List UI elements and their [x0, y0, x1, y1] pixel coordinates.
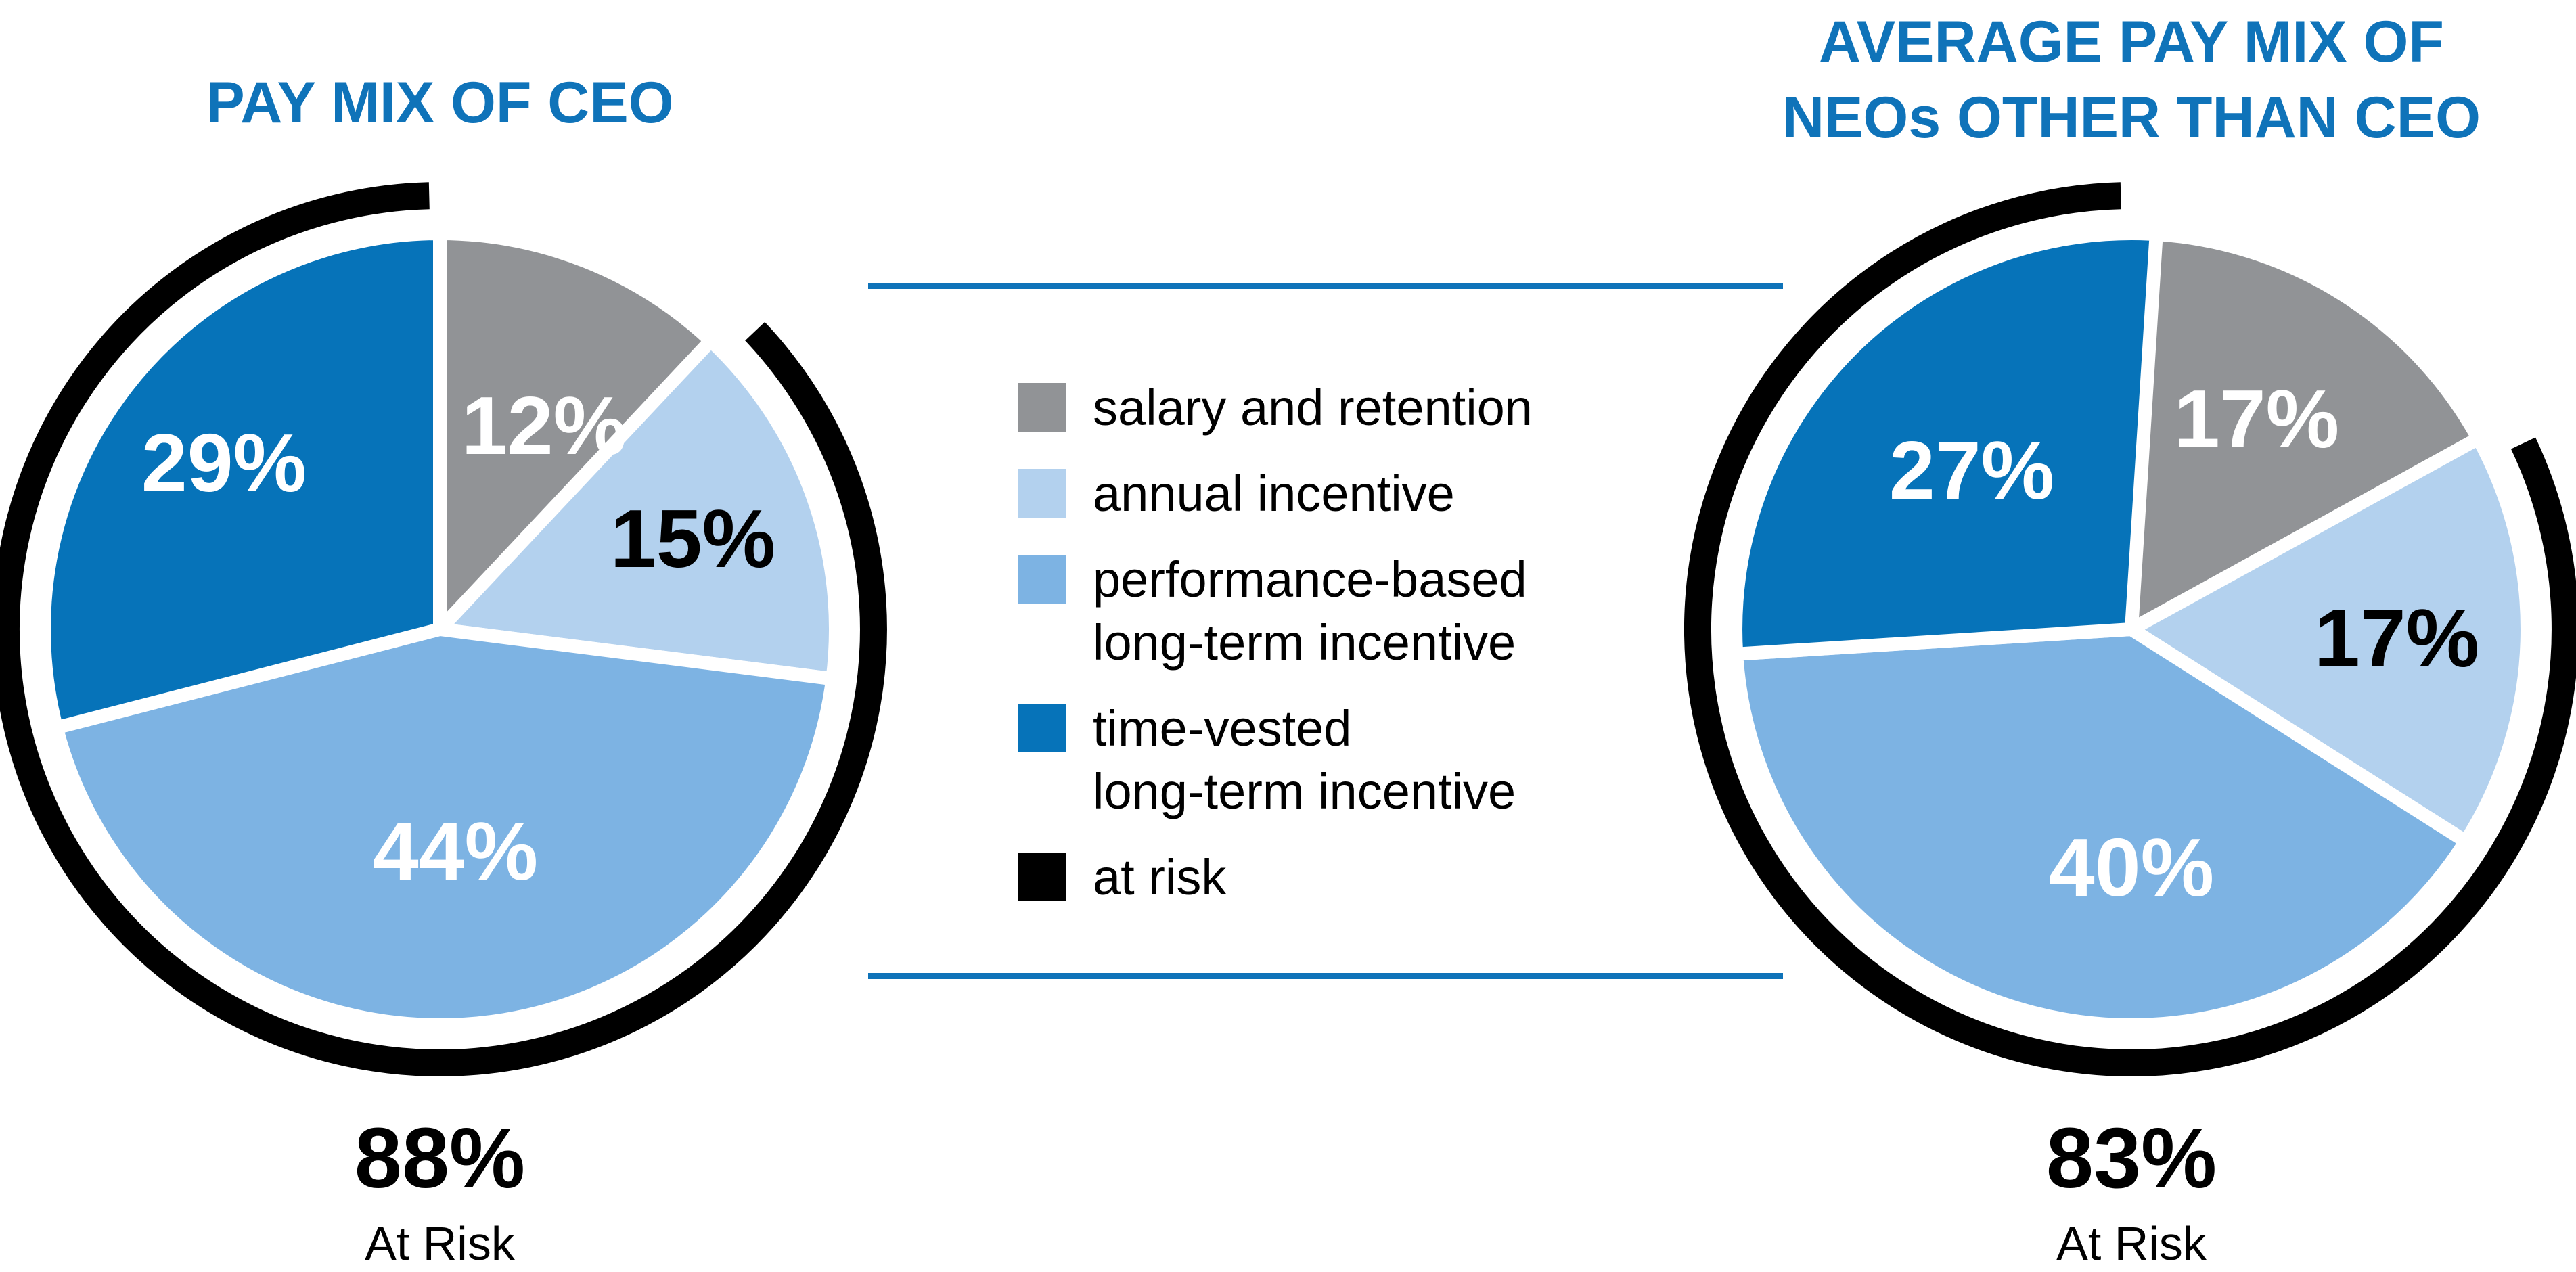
legend-swatch [1018, 704, 1066, 752]
slice-label: 29% [141, 417, 307, 509]
ceo-pie-chart: 12% 15% 44% 29% [0, 182, 887, 1076]
legend-item: salary and retention [1018, 376, 1533, 439]
at-risk-caption: At Risk [2056, 1217, 2207, 1270]
ceo-at-risk-summary: 88% At Risk [0, 1115, 887, 1272]
neo-chart-title: AVERAGE PAY MIX OF NEOs OTHER THAN CEO [1684, 4, 2576, 156]
pie-slice [433, 227, 718, 636]
at-risk-ring [0, 182, 887, 1076]
legend: salary and retention annual incentive perf… [1018, 376, 1533, 909]
at-risk-caption: At Risk [365, 1217, 515, 1270]
pie-slice [49, 622, 840, 1032]
legend-swatch [1018, 469, 1066, 518]
pie-slice [2125, 432, 2534, 848]
pie-slice [37, 227, 447, 735]
legend-label: salary and retention [1093, 380, 1533, 436]
legend-top-rule [868, 283, 1783, 289]
legend-label: performance-based long-term incentive [1093, 551, 1527, 671]
legend-label: annual incentive [1093, 465, 1455, 522]
slice-label: 17% [2314, 592, 2479, 684]
slice-label: 15% [610, 493, 775, 585]
slice-label: 17% [2174, 373, 2339, 465]
slice-label: 12% [461, 380, 627, 472]
slice-label: 27% [1889, 424, 2054, 516]
pie-slice [1730, 622, 2472, 1032]
slice-label: 44% [373, 805, 538, 897]
at-risk-ring [1684, 182, 2576, 1076]
slice-label: 40% [2049, 821, 2214, 913]
ceo-chart-title: PAY MIX OF CEO [0, 65, 887, 141]
legend-item: annual incentive [1018, 462, 1533, 525]
legend-swatch [1018, 555, 1066, 604]
legend-swatch [1018, 383, 1066, 432]
title-line: PAY MIX OF CEO [206, 70, 674, 135]
legend-item: time-vested long-term incentive [1018, 697, 1533, 823]
legend-item: performance-based long-term incentive [1018, 548, 1533, 674]
legend-bottom-rule [868, 973, 1783, 979]
at-risk-percent: 83% [2046, 1110, 2217, 1206]
neo-at-risk-summary: 83% At Risk [1684, 1115, 2576, 1272]
legend-label: at risk [1093, 849, 1227, 905]
neo-pie-chart: 17% 17% 40% 27% [1684, 182, 2576, 1076]
at-risk-percent: 88% [354, 1110, 526, 1206]
pie-slice [433, 334, 842, 686]
legend-item: at risk [1018, 846, 1533, 909]
legend-label: time-vested long-term incentive [1093, 700, 1516, 819]
pie-slice [2125, 227, 2485, 636]
pie-slice [1729, 227, 2163, 661]
title-line: NEOs OTHER THAN CEO [1782, 85, 2481, 150]
legend-swatch [1018, 853, 1066, 901]
title-line: AVERAGE PAY MIX OF [1819, 9, 2444, 74]
